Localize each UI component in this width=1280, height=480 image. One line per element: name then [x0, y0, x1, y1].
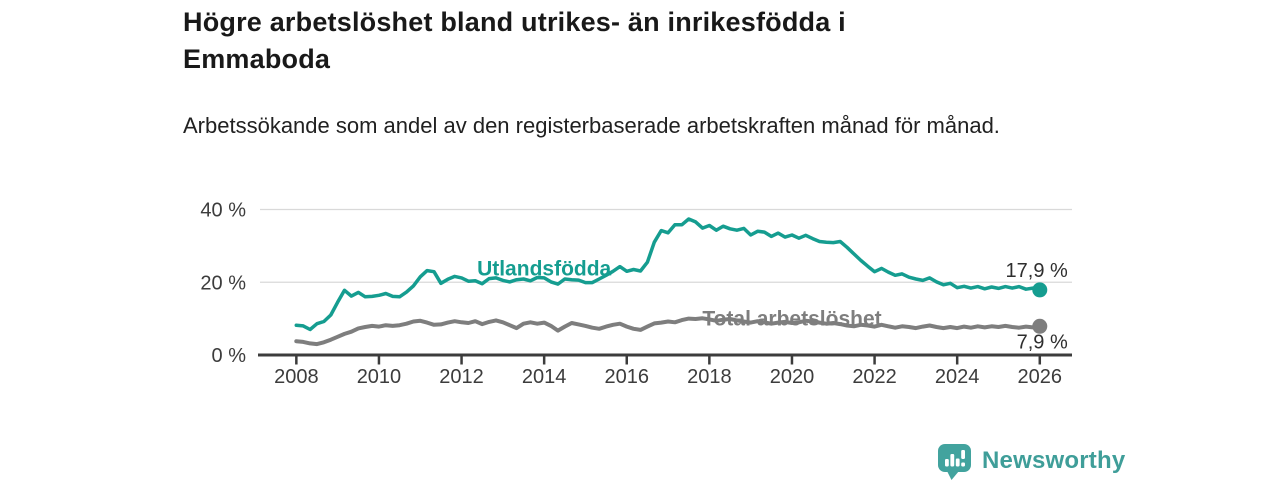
series-line-utlandsfodda	[294, 217, 1042, 332]
x-tick-label: 2022	[852, 366, 897, 388]
newsworthy-logo-icon	[938, 444, 971, 480]
series-label-utlandsfodda: Utlandsfödda	[477, 258, 611, 281]
y-tick-label: 0 %	[212, 345, 247, 367]
series-end-dot-utlandsfodda	[1032, 282, 1048, 298]
x-tick-label: 2014	[522, 366, 567, 388]
newsworthy-wordmark: Newsworthy	[982, 447, 1126, 474]
newsworthy-logo: Newsworthy	[936, 442, 1125, 480]
y-tick-label: 40 %	[200, 200, 246, 222]
chart-subtitle: Arbetssökande som andel av den registerb…	[183, 113, 1000, 138]
x-tick-label: 2020	[770, 366, 815, 388]
x-tick-label: 2026	[1018, 366, 1063, 388]
series-end-dot-total	[1032, 318, 1048, 334]
x-tick-label: 2018	[687, 366, 732, 388]
value-label-total: 7,9 %	[1017, 331, 1068, 353]
value-label-utlandsfodda: 17,9 %	[1006, 260, 1068, 282]
x-tick-label: 2008	[274, 366, 319, 388]
x-tick-label: 2016	[605, 366, 650, 388]
x-tick-label: 2012	[439, 366, 484, 388]
x-tick-label: 2024	[935, 366, 980, 388]
series-line-total	[294, 316, 1042, 347]
page-title: Högre arbetslöshet bland utrikes- än inr…	[183, 7, 846, 74]
series-label-total: Total arbetslöshet	[702, 308, 881, 331]
x-tick-label: 2010	[357, 366, 402, 388]
y-tick-label: 20 %	[200, 272, 246, 294]
